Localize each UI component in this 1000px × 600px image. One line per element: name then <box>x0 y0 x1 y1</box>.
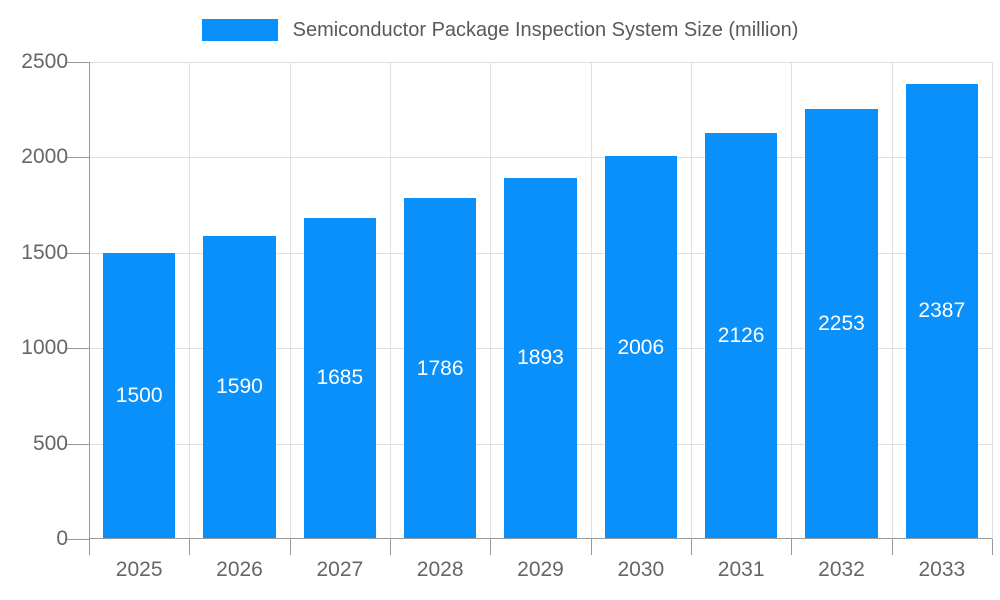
x-axis-label: 2025 <box>115 558 163 581</box>
x-axis-tick <box>892 539 893 555</box>
bar-value-label: 1786 <box>416 356 464 380</box>
plot-area: 1500 1590 1685 1786 1893 2006 2126 2253 2387 <box>67 62 993 555</box>
y-axis-tick <box>67 62 89 63</box>
x-axis-tick <box>189 539 190 555</box>
bar-cell: 1786 <box>390 62 490 539</box>
bar-2026[interactable]: 1590 <box>203 235 276 539</box>
x-axis-tick <box>591 539 592 555</box>
bar-value-label: 1590 <box>216 375 263 399</box>
bar-cell: 2387 <box>892 62 992 539</box>
bar-2028[interactable]: 1786 <box>403 198 477 539</box>
x-axis-label: 2028 <box>416 558 464 581</box>
gridline-horizontal <box>89 62 992 63</box>
legend-label[interactable]: Semiconductor Package Inspection System … <box>292 19 799 41</box>
x-axis-label: 2032 <box>818 558 865 581</box>
y-axis-label: 2500 <box>21 50 68 73</box>
bar-2032[interactable]: 2253 <box>805 109 878 539</box>
y-axis-tick <box>67 253 89 254</box>
x-axis-tick <box>290 539 291 555</box>
bar-value-label: 2253 <box>818 312 865 336</box>
bar-cell: 1590 <box>189 62 289 539</box>
x-axis-tick <box>691 539 692 555</box>
gridline-vertical <box>691 62 692 539</box>
x-axis-tick <box>992 539 993 555</box>
x-axis-label: 2027 <box>316 558 364 581</box>
bar-value-label: 2126 <box>717 324 765 348</box>
y-axis-tick <box>67 444 89 445</box>
bar-cell: 2126 <box>691 62 791 539</box>
gridline-horizontal <box>89 157 992 158</box>
bar-value-label: 2006 <box>617 335 665 359</box>
x-axis-label: 2029 <box>517 558 564 581</box>
bar-cell: 2006 <box>591 62 691 539</box>
y-axis-label: 500 <box>32 432 68 455</box>
gridline-vertical <box>791 62 792 539</box>
y-axis-label: 1000 <box>21 336 68 359</box>
x-axis-label: 2026 <box>216 558 263 581</box>
gridline-vertical <box>390 62 391 539</box>
x-axis-label: 2030 <box>617 558 665 581</box>
bar-2025[interactable]: 1500 <box>103 252 176 539</box>
bar-2031[interactable]: 2126 <box>704 133 778 539</box>
x-axis-tick <box>791 539 792 555</box>
x-axis-label: 2031 <box>717 558 765 581</box>
bar-value-label: 2387 <box>918 299 966 323</box>
y-axis-label: 0 <box>56 527 68 550</box>
y-axis-label: 1500 <box>21 241 68 264</box>
gridline-vertical <box>490 62 491 539</box>
legend[interactable]: Semiconductor Package Inspection System … <box>0 18 1000 42</box>
gridline-vertical <box>290 62 291 539</box>
y-axis-label: 2000 <box>21 145 68 168</box>
legend-swatch[interactable] <box>201 19 278 41</box>
y-axis-tick <box>67 157 89 158</box>
gridline-vertical <box>189 62 190 539</box>
x-axis-tick <box>490 539 491 555</box>
x-axis-tick <box>390 539 391 555</box>
bar-2033[interactable]: 2387 <box>905 83 978 539</box>
x-axis-label: 2033 <box>918 558 966 581</box>
bar-2030[interactable]: 2006 <box>604 156 677 539</box>
bar-2027[interactable]: 1685 <box>303 217 376 539</box>
y-axis-tick <box>67 348 89 349</box>
bar-value-label: 1893 <box>517 346 564 370</box>
bar-value-label: 1500 <box>115 383 163 407</box>
bar-2029[interactable]: 1893 <box>504 177 577 539</box>
bar-cell: 1893 <box>490 62 590 539</box>
x-axis-tick <box>89 539 90 555</box>
y-axis-line <box>89 62 90 539</box>
gridline-vertical <box>992 62 993 539</box>
bar-cell: 2253 <box>791 62 891 539</box>
x-axis-line <box>89 538 992 539</box>
gridline-vertical <box>892 62 893 539</box>
gridline-vertical <box>591 62 592 539</box>
bar-series: 1500 1590 1685 1786 1893 2006 2126 2253 2387 <box>89 62 992 539</box>
bar-cell: 1500 <box>89 62 189 539</box>
bar-value-label: 1685 <box>316 366 364 390</box>
y-axis-tick <box>67 539 89 540</box>
bar-cell: 1685 <box>290 62 390 539</box>
